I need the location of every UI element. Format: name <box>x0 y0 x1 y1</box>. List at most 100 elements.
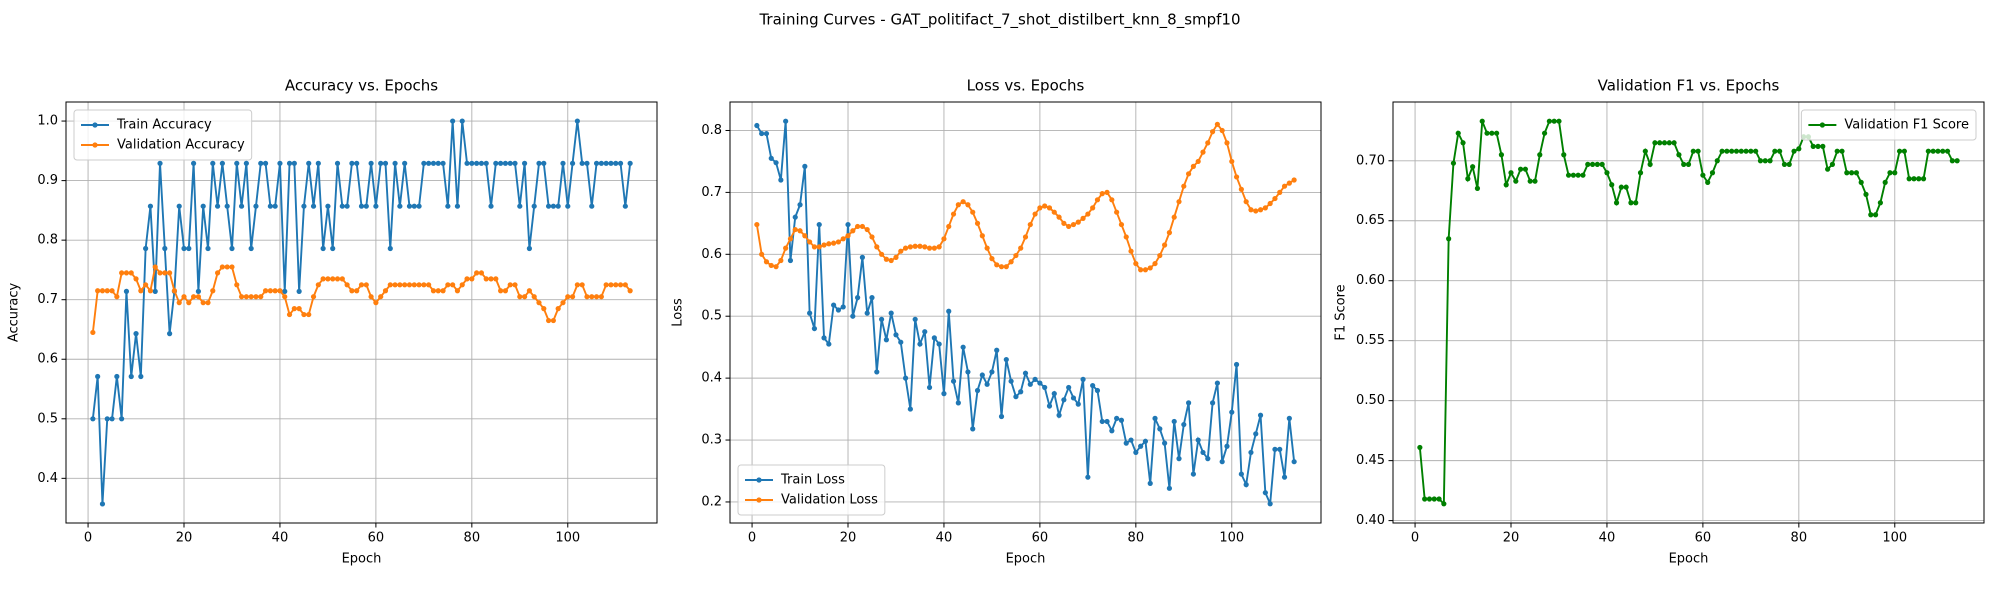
data-point <box>936 244 942 250</box>
data-point <box>1248 207 1254 213</box>
data-point <box>778 257 784 264</box>
data-point <box>224 264 230 270</box>
y-tick-label: 0.55 <box>1356 333 1385 348</box>
y-tick-label: 0.50 <box>1356 393 1385 408</box>
data-point <box>1128 248 1134 254</box>
data-point <box>330 276 336 282</box>
data-point <box>1949 158 1955 164</box>
data-point <box>1075 401 1081 407</box>
data-point <box>1104 189 1110 195</box>
x-tick-label: 40 <box>936 531 953 546</box>
data-point <box>402 160 408 166</box>
data-point <box>325 203 331 209</box>
data-point <box>941 391 947 397</box>
data-point <box>373 203 379 209</box>
data-point <box>430 288 437 294</box>
data-point <box>1085 211 1091 217</box>
data-point <box>1229 158 1235 165</box>
data-point <box>339 203 345 209</box>
data-point <box>898 339 904 345</box>
data-point <box>1176 456 1182 462</box>
data-point <box>152 264 158 270</box>
data-point <box>133 331 139 337</box>
data-point <box>531 294 537 300</box>
data-point <box>1733 148 1740 154</box>
data-point <box>579 160 585 166</box>
x-tick-label: 60 <box>368 531 385 546</box>
data-point <box>1498 152 1505 158</box>
data-point <box>1901 148 1907 154</box>
data-point <box>1200 149 1206 155</box>
data-point <box>1446 236 1452 242</box>
data-point <box>1916 176 1922 182</box>
data-point <box>1618 184 1624 190</box>
data-point <box>1123 234 1129 240</box>
data-point <box>1940 148 1946 154</box>
data-point <box>1834 148 1840 154</box>
data-point <box>1090 382 1096 389</box>
data-point <box>1181 183 1187 189</box>
data-point <box>1623 184 1629 190</box>
x-tick-label: 20 <box>1503 531 1520 546</box>
data-point <box>1503 182 1509 188</box>
data-point <box>1594 161 1600 167</box>
data-point <box>574 282 580 288</box>
data-point <box>773 264 779 270</box>
data-point <box>1027 221 1033 228</box>
data-point <box>974 387 981 394</box>
legend-label: Validation F1 Score <box>1844 118 1969 133</box>
x-tick-label: 40 <box>1599 531 1616 546</box>
axes-frame <box>65 101 658 524</box>
data-point <box>1556 118 1562 124</box>
data-point <box>1037 205 1043 211</box>
y-tick-label: 0.6 <box>701 247 722 262</box>
data-point <box>234 160 240 166</box>
data-point <box>1257 207 1264 213</box>
data-point <box>1277 446 1283 452</box>
data-point <box>181 294 187 300</box>
data-point <box>1441 501 1447 507</box>
y-tick-label: 0.65 <box>1356 213 1385 228</box>
legend-box <box>737 464 886 516</box>
data-point <box>195 288 201 294</box>
data-point <box>1877 200 1883 206</box>
data-point <box>835 239 842 245</box>
data-point <box>306 160 312 166</box>
data-point <box>1032 211 1038 217</box>
data-point <box>1186 400 1192 406</box>
data-point <box>1066 384 1072 391</box>
data-point <box>627 288 633 294</box>
data-point <box>1532 178 1538 184</box>
data-point <box>946 223 952 230</box>
x-tick-label: 0 <box>84 531 92 546</box>
data-point <box>454 288 461 294</box>
data-point <box>272 288 278 294</box>
data-point <box>488 276 494 282</box>
data-point <box>502 160 509 166</box>
data-point <box>1479 118 1485 124</box>
data-point <box>831 302 837 308</box>
data-point <box>1599 161 1605 167</box>
data-point <box>1868 212 1874 218</box>
data-point <box>1233 174 1240 180</box>
data-point <box>816 221 822 228</box>
data-point <box>1863 191 1869 197</box>
data-point <box>998 413 1005 420</box>
data-point <box>1003 264 1009 270</box>
data-point <box>1422 496 1428 502</box>
data-point <box>1162 242 1168 248</box>
data-point <box>1090 205 1096 211</box>
data-point <box>512 160 518 166</box>
data-point <box>541 160 547 166</box>
data-point <box>517 294 523 300</box>
data-point <box>186 245 192 252</box>
data-point <box>450 118 456 124</box>
data-point <box>1109 428 1115 434</box>
data-point <box>888 310 894 316</box>
data-point <box>608 160 614 166</box>
data-point <box>368 160 374 166</box>
data-point <box>1066 223 1072 230</box>
data-point <box>917 341 923 347</box>
data-point <box>869 295 875 301</box>
data-point <box>99 288 106 294</box>
